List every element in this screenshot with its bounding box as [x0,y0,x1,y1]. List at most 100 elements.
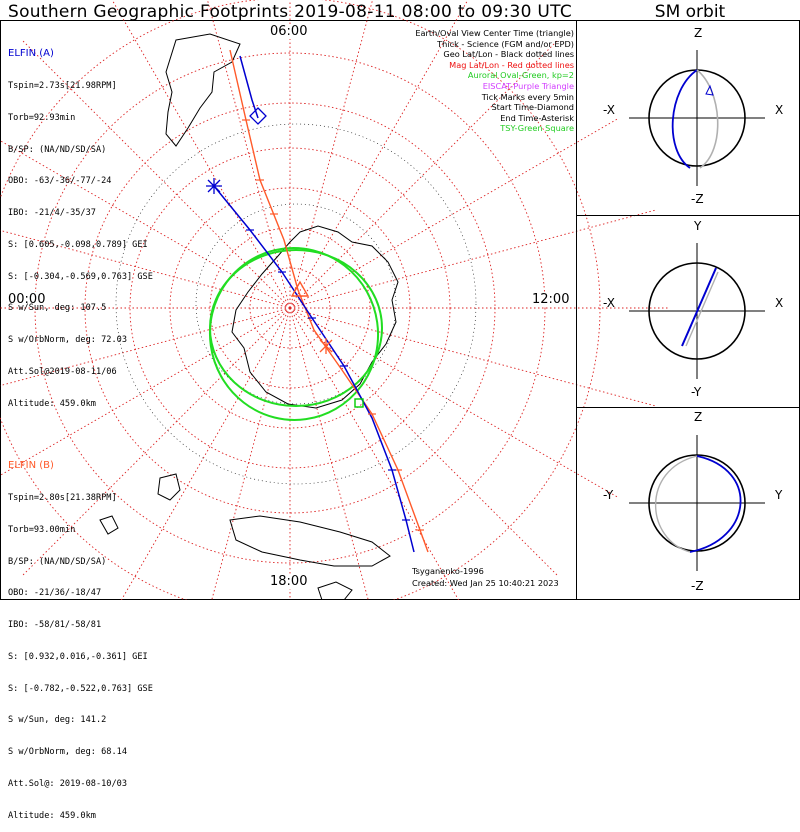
sm3-elfin-a-orbit [689,455,742,553]
elfin-a-line: Altitude: 459.0km [8,398,96,409]
map-grid [0,0,670,600]
sm3-left: -Y [603,488,614,502]
sm2-right: X [775,296,784,310]
grid-meridian [111,0,291,309]
elfin-b-name: ELFIN (B) [8,460,54,472]
sm1-top: Z [694,26,703,40]
grid-meridian [289,38,560,309]
footprint-tracks [206,49,429,553]
grid-meridian [207,0,291,309]
elfin-b-line: Tspin=2.80s[21.38RPM] [8,492,117,503]
sm-orbit-panels [629,50,765,571]
legend-item: TSY-Green Square [500,123,574,134]
grid-meridian [289,117,620,309]
sm3-right: Y [775,488,783,502]
sm1-bottom: -Z [691,192,704,206]
legend-item: Geo Lat/Lon - Black dotted lines [443,49,574,60]
sm3-bottom: -Z [691,579,704,593]
grid-meridian [289,307,658,407]
oval-equatorward [208,247,380,421]
elfin-a-line: Att.Sol@2019-08-11/06 [8,367,117,377]
landmasses [99,33,399,600]
elfin-b-line: S: [0.932,0.016,-0.361] GEI [8,651,148,662]
sm2-bottom: -Y [691,385,702,399]
landmass-outline [99,515,119,535]
sm3-top: Z [694,410,703,424]
elfin-a-line: S: [-0.304,-0.569,0.763] GSE [8,271,153,282]
grid-meridian [289,0,373,309]
credit-model: Tsyganenko-1996 [412,566,484,576]
elfin-b-line: IBO: -58/81/-58/81 [8,620,102,631]
sm1-elfin-a-orbit [671,69,698,169]
landmass-outline [157,473,181,501]
sm-earth-circle [648,262,746,360]
footprint-map [0,0,800,600]
legend-item: Thick - Science (FGM and/or EPD) [437,38,574,49]
grid-meridian [289,307,460,600]
landmass-outline [231,225,399,409]
sm1-elfin-b-orbit [696,69,719,169]
auroral-oval [208,247,383,421]
elfin-b-line: Torb=93.00min [8,524,76,535]
legend-item: End Time-Asterisk [500,112,574,123]
legend-item: Earth/Oval View Center Time (triangle) [415,28,574,38]
time-label-bottom: 18:00 [268,574,310,589]
geo-grid-circle [195,203,397,405]
geo-grid-circle [115,123,477,485]
elfin-a-line: OBO: -63/-36/-77/-24 [8,176,112,187]
legend-item: Auroral Oval-Green, kp=2 [467,70,574,81]
elfin-b-line: Att.Sol@: 2019-08-10/03 [8,779,127,789]
elfin-b-line: S w/OrbNorm, deg: 68.14 [8,747,127,758]
grid-meridian [289,307,560,578]
grid-circle [34,52,546,564]
elfin-a-line: IBO: -21/4/-35/37 [8,208,96,219]
landmass-outline [317,581,353,600]
elfin-a-line: S w/Sun, deg: 107.5 [8,303,107,314]
elfin-b-line: OBO: -21/36/-18/47 [8,588,102,599]
elfin-a-line: Torb=92.93min [8,112,76,123]
sm3-elfin-b-orbit [654,455,698,553]
grid-meridian [289,0,469,309]
grid-meridian [20,38,291,309]
legend: Earth/Oval View Center Time (triangle) T… [354,28,574,134]
sm1-right: X [775,103,784,117]
sm1-left: -X [603,103,615,117]
time-label-right: 12:00 [530,292,572,307]
elfin-a-line: Tspin=2.73s[21.98RPM] [8,80,117,91]
sm1-triangle [705,84,714,96]
elfin-b-line: S: [-0.782,-0.522,0.763] GSE [8,683,153,694]
elfin-a-line: B/SP: (NA/ND/SD/SA) [8,144,107,155]
sm2-left: -X [603,296,615,310]
legend-item: Start Time-Diamond [491,102,574,113]
landmass-outline [165,33,241,147]
sm2-top: Y [694,219,702,233]
grid-meridian [289,307,369,600]
grid-meridian [20,307,291,578]
elfin-a-start-diamond [249,107,267,125]
elfin-b-info: ELFIN (B) Tspin=2.80s[21.38RPM] Torb=93.… [8,440,153,832]
view-center-triangle [290,280,310,297]
elfin-b-line: Altitude: 459.0km [8,810,96,821]
sm2-elfin-a-orbit [681,267,717,347]
elfin-b-asterisk [319,338,333,354]
grid-meridian [211,307,291,600]
oval-poleward [209,249,383,407]
time-label-left: 00:00 [6,292,48,307]
credit-created: Created: Wed Jan 25 10:40:21 2023 [412,578,559,588]
elfin-a-info: ELFIN (A) Tspin=2.73s[21.98RPM] Torb=92.… [8,28,153,420]
elfin-b-track [229,49,429,553]
grid-meridian [289,209,658,309]
grid-meridian [0,307,291,476]
grid-meridian [120,307,291,600]
landmass-outline [229,515,391,567]
legend-item: EISCAT-Purple Triangle [482,80,574,91]
elfin-a-end-asterisk [206,178,222,194]
elfin-a-line: S w/OrbNorm, deg: 72.03 [8,335,127,346]
grid-circle [0,0,601,600]
legend-item: Mag Lat/Lon - Red dotted lines [449,59,574,70]
elfin-b-line: B/SP: (NA/ND/SD/SA) [8,556,107,567]
tsy-square [354,398,364,408]
elfin-a-line: S: [0.605,-0.098,0.789] GEI [8,239,148,250]
legend-item: Tick Marks every 5min [481,91,574,102]
elfin-b-line: S w/Sun, deg: 141.2 [8,715,107,726]
